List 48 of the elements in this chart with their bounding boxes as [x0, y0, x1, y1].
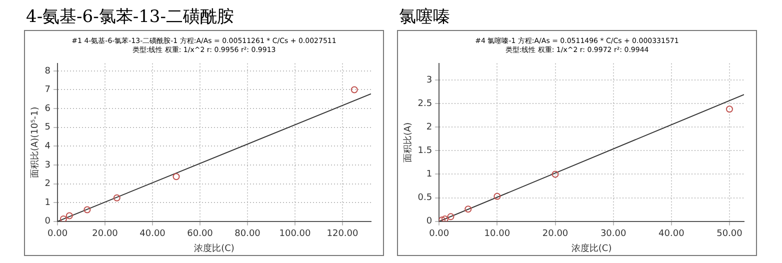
x-tick-label: 120.00	[326, 229, 359, 240]
x-axis-title: 浓度比(C)	[194, 242, 234, 254]
point	[464, 206, 472, 213]
x-tick-label: 10.00	[484, 229, 510, 240]
x-tick-label: 0.00	[48, 229, 68, 240]
y-tick-label: 2	[44, 179, 51, 190]
y-tick-label: 2.5	[418, 98, 432, 109]
point	[494, 192, 501, 200]
x-tick-label: 100.00	[279, 229, 312, 240]
y-tick-label: 1.5	[418, 146, 432, 156]
x-tick-label: 80.00	[234, 229, 261, 240]
y-tick-label: 5	[44, 122, 51, 133]
y-tick-label: 0	[426, 216, 432, 227]
point	[66, 212, 73, 220]
y-tick-label: 0.5	[418, 193, 432, 204]
x-tick-label: 50.00	[716, 229, 743, 240]
y-tick-label: 7	[44, 85, 51, 96]
y-tick-label: 0	[44, 216, 51, 227]
point	[441, 216, 448, 222]
point	[84, 206, 91, 214]
x-tick-label: 0.00	[429, 229, 450, 240]
point	[113, 194, 120, 202]
y-tick-label: 2	[426, 122, 432, 132]
point	[447, 213, 454, 220]
chart-title: 氯噻嗪	[398, 6, 451, 29]
y-axis-title: 面积比(A)	[402, 122, 414, 162]
y-tick-label: 4	[44, 142, 51, 152]
x-tick-label: 40.00	[140, 229, 166, 240]
y-tick-label: 3	[426, 75, 432, 86]
y-tick-label: 1	[44, 198, 51, 208]
point	[172, 173, 180, 180]
point	[439, 216, 446, 222]
x-tick-label: 20.00	[92, 229, 118, 240]
point	[350, 86, 358, 94]
point	[552, 170, 559, 178]
y-tick-label: 6	[44, 104, 51, 114]
y-tick-label: 8	[44, 66, 51, 76]
point	[726, 106, 733, 113]
chart-title: 4-氨基-6-氯苯-13-二磺酰胺	[25, 6, 235, 29]
x-tick-label: 20.00	[542, 229, 568, 240]
x-tick-label: 60.00	[187, 229, 214, 240]
x-axis-title: 浓度比(C)	[571, 242, 612, 254]
y-axis-title: 面积比(A)(10⁵-1)	[30, 106, 41, 178]
x-tick-label: 40.00	[658, 229, 685, 240]
y-tick-label: 1	[426, 170, 432, 180]
x-tick-label: 30.00	[600, 229, 626, 240]
y-tick-label: 3	[44, 160, 51, 170]
point	[60, 215, 67, 222]
